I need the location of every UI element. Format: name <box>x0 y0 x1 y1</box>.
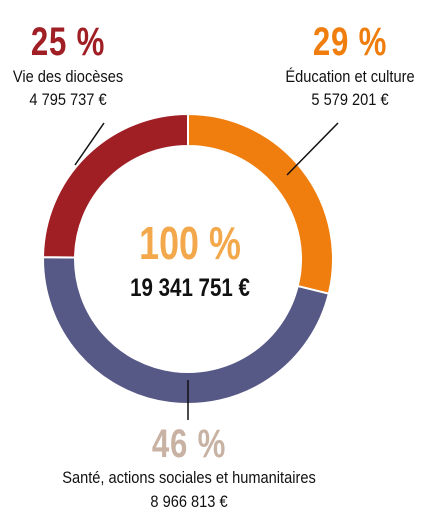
vie-des-dioceses-amount: 4 795 737 € <box>29 90 107 109</box>
vie-des-dioceses-label: Vie des diocèses <box>12 67 124 86</box>
total-percent: 100 % <box>139 217 241 269</box>
donut-slice-vie-des-dioceses <box>41 112 189 259</box>
sante-percent: 46 % <box>151 422 227 466</box>
leader-line-vie-des-dioceses <box>74 122 105 166</box>
education-et-culture-amount: 5 579 201 € <box>311 90 389 109</box>
sante-label: Santé, actions sociales et humanitaires <box>62 468 316 487</box>
donut-slices <box>41 112 334 405</box>
leader-lines <box>74 122 339 420</box>
vie-des-dioceses-percent: 25 % <box>30 20 106 64</box>
donut-slice-sante <box>42 256 330 405</box>
education-et-culture-percent: 29 % <box>312 20 388 64</box>
total-amount: 19 341 751 € <box>130 274 250 302</box>
sante-amount: 8 966 813 € <box>150 492 228 511</box>
education-et-culture-label: Éducation et culture <box>285 67 415 86</box>
leader-line-education-et-culture <box>286 122 339 176</box>
